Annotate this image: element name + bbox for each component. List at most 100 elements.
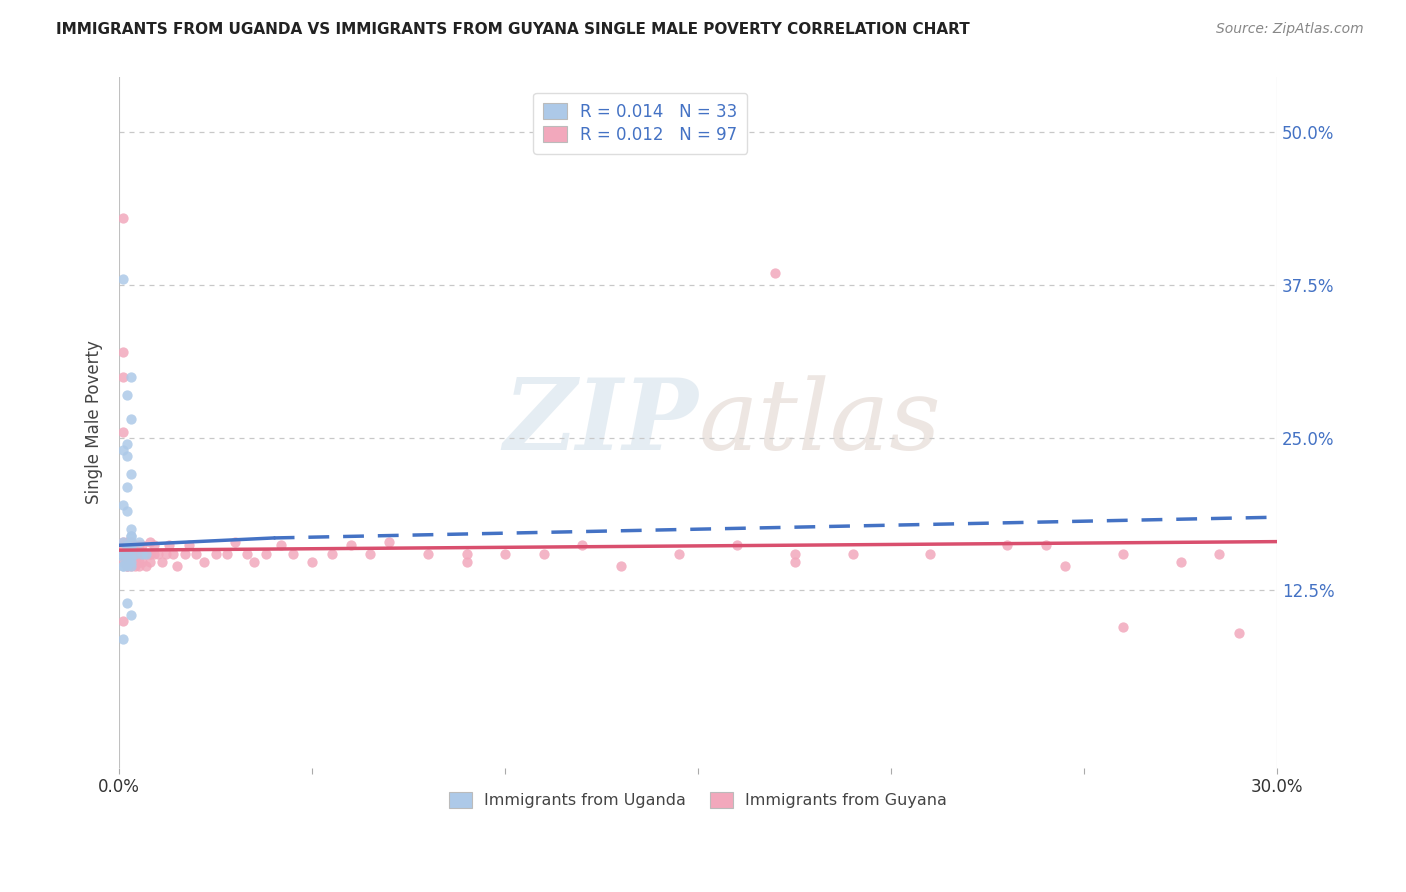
Point [139,555,162,569]
Point [115,547,138,561]
Point [112,272,135,286]
Point [115,547,138,561]
Point [112,345,135,359]
Point [918,547,941,561]
Point [162,547,184,561]
Point [416,547,439,561]
Point [120,541,142,555]
Point [112,559,135,574]
Point [124,538,146,552]
Point [120,547,142,561]
Point [725,538,748,552]
Point [128,547,150,561]
Point [186,547,208,561]
Point [128,534,150,549]
Point [120,467,142,482]
Point [224,534,246,549]
Point [115,547,138,561]
Point [166,559,188,574]
Point [235,547,257,561]
Point [120,547,142,561]
Point [135,547,157,561]
Point [1053,559,1076,574]
Point [115,555,138,569]
Point [131,547,153,561]
Point [120,550,142,565]
Point [115,534,138,549]
Point [139,534,162,549]
Point [120,555,142,569]
Point [1112,547,1135,561]
Point [115,559,138,574]
Text: IMMIGRANTS FROM UGANDA VS IMMIGRANTS FROM GUYANA SINGLE MALE POVERTY CORRELATION: IMMIGRANTS FROM UGANDA VS IMMIGRANTS FRO… [56,22,970,37]
Point [112,632,135,647]
Point [143,538,166,552]
Point [128,559,150,574]
Text: atlas: atlas [699,375,941,470]
Point [1035,538,1057,552]
Point [112,559,135,574]
Point [155,547,177,561]
Point [139,547,162,561]
Legend: Immigrants from Uganda, Immigrants from Guyana: Immigrants from Uganda, Immigrants from … [443,786,953,814]
Point [1170,555,1192,569]
Point [112,498,135,512]
Point [112,555,135,569]
Point [112,550,135,565]
Point [120,550,142,565]
Point [115,449,138,463]
Point [128,547,150,561]
Point [143,547,166,561]
Y-axis label: Single Male Poverty: Single Male Poverty [86,341,103,505]
Point [120,534,142,549]
Point [135,559,157,574]
Point [120,528,142,542]
Point [115,555,138,569]
Point [783,555,806,569]
Point [115,546,138,560]
Point [115,504,138,518]
Point [131,547,153,561]
Point [120,547,142,561]
Point [456,547,478,561]
Point [610,559,633,574]
Point [112,547,135,561]
Point [120,559,142,574]
Point [112,547,135,561]
Point [115,538,138,552]
Point [115,547,138,561]
Point [112,547,135,561]
Point [321,547,343,561]
Point [115,547,138,561]
Point [120,538,142,552]
Point [120,538,142,552]
Point [115,437,138,451]
Point [146,547,169,561]
Point [120,559,142,574]
Point [120,555,142,569]
Point [115,547,138,561]
Point [533,547,555,561]
Point [112,614,135,628]
Point [1227,626,1250,640]
Point [131,538,153,552]
Point [120,369,142,384]
Point [120,534,142,549]
Point [150,555,173,569]
Point [378,534,401,549]
Point [115,559,138,574]
Point [120,541,142,555]
Point [217,547,239,561]
Point [120,547,142,561]
Point [128,555,150,569]
Point [115,541,138,555]
Point [340,538,363,552]
Point [254,547,277,561]
Point [494,547,516,561]
Point [115,596,138,610]
Point [174,547,197,561]
Point [115,388,138,402]
Point [571,538,593,552]
Point [995,538,1018,552]
Point [115,559,138,574]
